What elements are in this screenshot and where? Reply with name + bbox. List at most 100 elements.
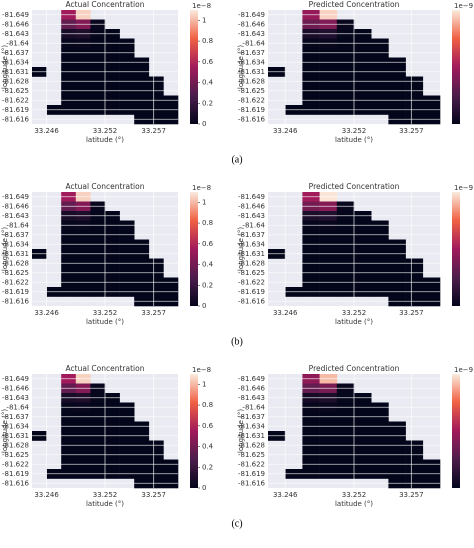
y-tick-label: -81.616 [238, 115, 266, 123]
y-axis-label: longitude (°) [237, 45, 245, 89]
x-tick-label: 33.246 [34, 491, 59, 499]
y-tick-label: -81.643 [2, 212, 29, 220]
colorbar-tick-label: 0.2 [202, 463, 213, 471]
y-tick-label: -81.631 [2, 432, 29, 440]
y-tick-label: -81.619 [238, 288, 265, 296]
y-tick-label: -81.625 [2, 269, 29, 277]
colorbar-tick-label: 0.2 [202, 99, 213, 107]
y-tick-label: -81.622 [238, 278, 265, 286]
y-tick-label: -81.619 [2, 470, 29, 478]
y-tick-label: -81.628 [238, 77, 265, 85]
x-axis-label: latitude (°) [335, 500, 373, 508]
y-axis-label: longitude (°) [1, 227, 9, 271]
y-tick-label: -81.625 [2, 451, 29, 459]
y-tick-label: -81.643 [238, 212, 265, 220]
colorbar-tick-label: 0 [202, 120, 206, 128]
colorbar [452, 192, 460, 306]
colorbar-offset: 1e−9 [454, 366, 473, 374]
y-tick-label: -81.637 [238, 49, 265, 57]
y-tick-label: -81.622 [2, 96, 29, 104]
y-tick-label: -81.637 [2, 413, 29, 421]
y-tick-label: -81.634 [2, 58, 30, 66]
y-tick-label: -81.619 [238, 106, 265, 114]
y-tick-label: -81.649 [238, 193, 265, 201]
y-tick-label: -81.643 [2, 394, 29, 402]
y-tick-label: -81.634 [238, 422, 266, 430]
y-tick-label: -81.64 [6, 403, 29, 411]
y-tick-label: -81.64 [6, 221, 29, 229]
x-axis-label: latitude (°) [86, 136, 124, 144]
x-tick-label: 33.257 [399, 127, 424, 135]
x-tick-label: 33.246 [34, 127, 59, 135]
x-tick-label: 33.246 [273, 491, 298, 499]
y-tick-label: -81.619 [2, 288, 29, 296]
colorbar-offset: 1e−9 [454, 2, 473, 10]
y-axis-label: longitude (°) [237, 409, 245, 453]
y-tick-label: -81.637 [238, 413, 265, 421]
y-tick-label: -81.64 [6, 39, 29, 47]
colorbar-tick-label: 0 [202, 484, 206, 492]
y-tick-label: -81.631 [238, 432, 265, 440]
chart-title: Actual Concentration [66, 182, 145, 191]
colorbar-offset: 1e−8 [192, 184, 211, 192]
y-tick-label: -81.64 [242, 39, 265, 47]
x-tick-label: 33.252 [93, 127, 118, 135]
chart-title: Actual Concentration [66, 0, 145, 9]
colorbar-tick-label: 0.6 [202, 58, 214, 66]
colorbar [190, 10, 198, 124]
y-tick-label: -81.643 [2, 30, 29, 38]
colorbar-tick-label: 0 [202, 302, 206, 310]
x-axis-label: latitude (°) [86, 318, 124, 326]
y-tick-label: -81.646 [238, 20, 266, 28]
y-tick-label: -81.616 [238, 479, 266, 487]
y-tick-label: -81.634 [238, 240, 266, 248]
colorbar [452, 374, 460, 488]
y-tick-label: -81.628 [238, 441, 265, 449]
colorbar-tick-label: 0.8 [202, 401, 213, 409]
colorbar-tick-label: 0.6 [202, 240, 214, 248]
colorbar-tick-label: 0.8 [202, 37, 213, 45]
y-tick-label: -81.628 [2, 77, 29, 85]
colorbar [190, 374, 198, 488]
y-tick-label: -81.637 [2, 231, 29, 239]
colorbar-tick-label: 0.4 [202, 79, 214, 87]
y-axis-label: longitude (°) [1, 409, 9, 453]
y-tick-label: -81.634 [2, 422, 30, 430]
colorbar-tick-label: 0.6 [202, 422, 214, 430]
y-tick-label: -81.622 [238, 96, 265, 104]
y-tick-label: -81.616 [238, 297, 266, 305]
colorbar-tick-label: 1 [202, 198, 206, 206]
y-tick-label: -81.619 [2, 106, 29, 114]
y-tick-label: -81.631 [2, 250, 29, 258]
y-tick-label: -81.616 [2, 115, 30, 123]
y-tick-label: -81.628 [238, 259, 265, 267]
y-tick-label: -81.637 [238, 231, 265, 239]
chart-title: Predicted Concentration [309, 0, 400, 9]
y-tick-label: -81.616 [2, 297, 30, 305]
y-tick-label: -81.643 [238, 394, 265, 402]
x-tick-label: 33.252 [93, 491, 118, 499]
y-tick-label: -81.646 [2, 202, 30, 210]
y-tick-label: -81.622 [2, 278, 29, 286]
chart-title: Predicted Concentration [309, 182, 400, 191]
y-tick-label: -81.646 [2, 20, 30, 28]
y-tick-label: -81.637 [2, 49, 29, 57]
y-tick-label: -81.649 [2, 375, 29, 383]
colorbar [190, 192, 198, 306]
x-tick-label: 33.257 [399, 491, 424, 499]
y-tick-label: -81.643 [238, 30, 265, 38]
y-tick-label: -81.625 [238, 269, 265, 277]
y-axis-label: longitude (°) [237, 227, 245, 271]
x-tick-label: 33.257 [141, 309, 166, 317]
chart-title: Actual Concentration [66, 364, 145, 373]
y-tick-label: -81.649 [2, 11, 29, 19]
y-tick-label: -81.631 [238, 68, 265, 76]
subfigure-caption: (a) [231, 154, 242, 165]
x-axis-label: latitude (°) [335, 136, 373, 144]
y-tick-label: -81.634 [2, 240, 30, 248]
y-tick-label: -81.628 [2, 259, 29, 267]
y-tick-label: -81.622 [2, 460, 29, 468]
y-tick-label: -81.634 [238, 58, 266, 66]
colorbar-offset: 1e−8 [192, 2, 211, 10]
